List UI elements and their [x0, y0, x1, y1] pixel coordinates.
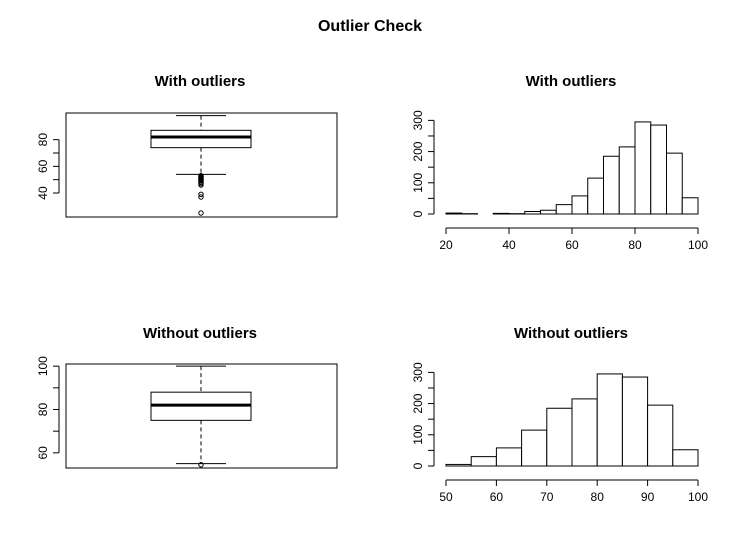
iqr-box [151, 130, 251, 147]
histogram-bar [572, 399, 597, 466]
x-tick-label: 50 [439, 490, 453, 504]
x-tick-label: 40 [502, 238, 516, 252]
outlier-point [199, 211, 203, 215]
histogram-bar [541, 210, 557, 214]
histogram-bar [651, 125, 667, 214]
histogram-bar [525, 212, 541, 214]
histogram-without-outliers: Without outliers 50 60 70 80 90 100 0 100 200 300 [411, 325, 708, 504]
y-tick-label: 100 [411, 424, 425, 444]
x-tick-label: 20 [439, 238, 453, 252]
histogram-with-outliers: With outliers 20 40 60 80 100 0 100 200 300 [411, 73, 708, 252]
x-tick-label: 60 [565, 238, 579, 252]
y-tick-label: 80 [36, 403, 50, 417]
x-tick-label: 80 [628, 238, 642, 252]
y-tick-label: 60 [36, 159, 50, 173]
histogram-bar [635, 122, 651, 214]
figure-title: Outlier Check [318, 18, 422, 35]
x-tick-label: 90 [641, 490, 655, 504]
histogram-bar [604, 156, 620, 214]
histogram-bar [572, 196, 588, 214]
histogram-bar [648, 405, 673, 466]
histogram-bar [682, 198, 698, 214]
panel-title: With outliers [526, 73, 617, 90]
y-tick-label: 40 [36, 186, 50, 200]
histogram-bar [496, 448, 521, 466]
panel-title: Without outliers [514, 325, 628, 342]
y-tick-label: 200 [411, 141, 425, 161]
histogram-bar [556, 205, 572, 214]
y-tick-label: 0 [411, 462, 425, 469]
y-tick-label: 60 [36, 446, 50, 460]
histogram-bar [622, 377, 647, 466]
histogram-bar [446, 464, 471, 466]
histogram-bar [471, 457, 496, 466]
histogram-bar [597, 374, 622, 466]
y-tick-label: 300 [411, 110, 425, 130]
x-tick-label: 100 [688, 238, 708, 252]
y-tick-label: 300 [411, 362, 425, 382]
boxplot-with-outliers: With outliers 40 60 80 [36, 73, 337, 217]
panel-title: With outliers [155, 73, 246, 90]
histogram-bar [446, 213, 462, 214]
histogram-bar [522, 430, 547, 466]
panel-title: Without outliers [143, 325, 257, 342]
x-tick-label: 80 [591, 490, 605, 504]
boxplot-without-outliers: Without outliers 60 80 100 [36, 325, 337, 468]
histogram-bar [493, 213, 509, 214]
y-tick-label: 100 [411, 172, 425, 192]
y-tick-label: 100 [36, 356, 50, 376]
y-tick-label: 80 [36, 133, 50, 147]
histogram-bar [619, 147, 635, 214]
histogram-bar [667, 153, 683, 214]
histogram-bar [547, 408, 572, 466]
x-tick-label: 70 [540, 490, 554, 504]
y-tick-label: 200 [411, 393, 425, 413]
histogram-bar [588, 178, 604, 214]
y-tick-label: 0 [411, 210, 425, 217]
x-tick-label: 100 [688, 490, 708, 504]
histogram-bar [673, 450, 698, 466]
x-tick-label: 60 [490, 490, 504, 504]
